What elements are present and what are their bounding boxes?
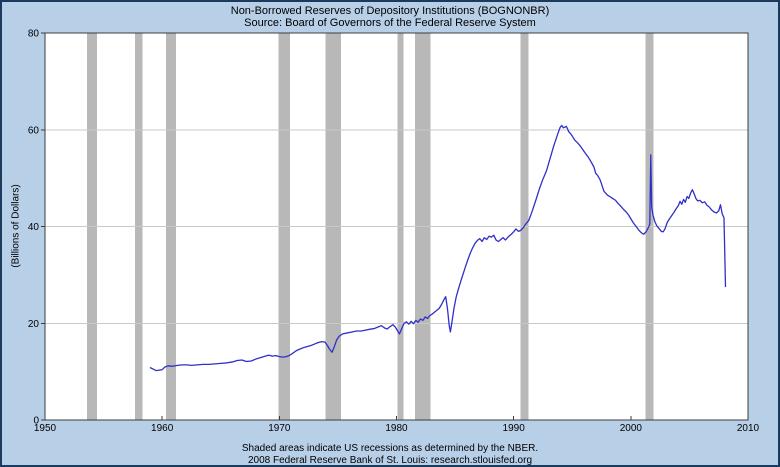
y-tick-label: 80 <box>28 29 40 40</box>
y-tick-label: 0 <box>33 416 39 427</box>
y-tick-label: 20 <box>28 319 40 330</box>
x-tick-label: 1960 <box>151 423 174 434</box>
footer-attribution: 2008 Federal Reserve Bank of St. Louis: … <box>247 455 533 466</box>
x-tick-label: 1980 <box>385 423 408 434</box>
y-tick-label: 60 <box>28 125 40 136</box>
footer-recession-note: Shaded areas indicate US recessions as d… <box>241 443 539 454</box>
x-tick-label: 2010 <box>737 423 760 434</box>
chart-title: Non-Borrowed Reserves of Depository Inst… <box>230 5 550 17</box>
x-tick-label: 1970 <box>268 423 291 434</box>
x-tick-label: 1990 <box>503 423 526 434</box>
chart-source-subtitle: Source: Board of Governors of the Federa… <box>244 17 536 29</box>
y-tick-label: 40 <box>28 222 40 233</box>
x-tick-label: 2000 <box>620 423 643 434</box>
x-tick-label: 1950 <box>34 423 57 434</box>
data-line-bognonbr <box>149 124 727 372</box>
